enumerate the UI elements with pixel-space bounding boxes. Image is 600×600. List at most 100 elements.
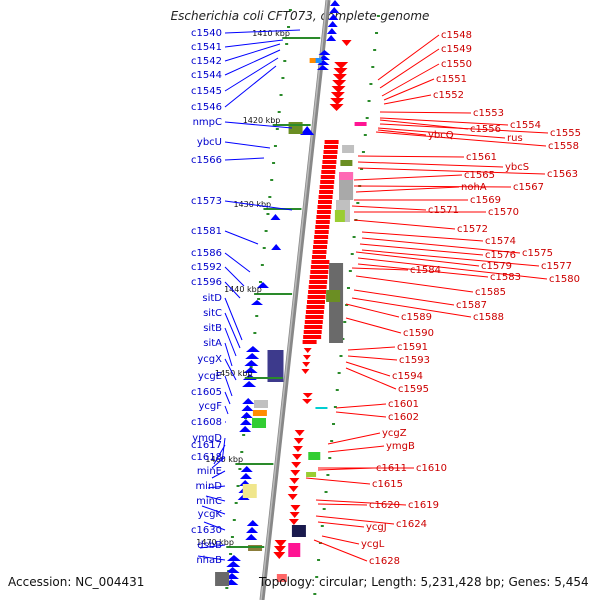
forward-gene-arrow[interactable] (251, 300, 263, 305)
forward-gene-arrow[interactable] (242, 398, 255, 404)
gene-label-sitC[interactable]: sitC (203, 308, 222, 319)
reverse-gene-arrow[interactable] (331, 86, 346, 93)
reverse-gene-block[interactable] (311, 260, 330, 264)
gene-label-c1563[interactable]: c1563 (547, 169, 578, 180)
reverse-gene-block[interactable] (320, 180, 335, 184)
forward-gene-arrow[interactable] (245, 353, 260, 359)
gene-feature-block[interactable] (309, 58, 318, 63)
reverse-gene-block[interactable] (314, 230, 329, 234)
reverse-gene-block[interactable] (324, 145, 339, 149)
gene-feature-block[interactable] (334, 210, 345, 222)
gene-label-c1587[interactable]: c1587 (456, 300, 487, 311)
forward-gene-arrow[interactable] (245, 534, 258, 540)
reverse-gene-arrow[interactable] (289, 478, 300, 484)
gene-label-c1602[interactable]: c1602 (388, 412, 419, 423)
gene-label-ycgF[interactable]: ycgF (198, 401, 222, 412)
forward-gene-arrow[interactable] (226, 555, 241, 561)
reverse-gene-block[interactable] (319, 185, 334, 189)
reverse-gene-arrow[interactable] (273, 552, 286, 559)
gene-label-ycgL[interactable]: ycgL (361, 539, 385, 550)
gene-label-nohA[interactable]: nohA (461, 182, 487, 193)
gene-feature-block[interactable] (315, 407, 328, 409)
gene-label-c1601[interactable]: c1601 (388, 399, 419, 410)
reverse-gene-block[interactable] (310, 270, 329, 274)
reverse-gene-arrow[interactable] (334, 62, 349, 69)
reverse-gene-arrow[interactable] (292, 454, 303, 460)
reverse-gene-arrow[interactable] (332, 74, 347, 81)
reverse-gene-arrow[interactable] (302, 355, 311, 360)
gene-label-c1585[interactable]: c1585 (475, 287, 506, 298)
gene-label-c1593[interactable]: c1593 (399, 355, 430, 366)
forward-gene-arrow[interactable] (327, 21, 338, 27)
reverse-gene-block[interactable] (306, 305, 325, 309)
gene-label-c1618[interactable]: c1618 (191, 452, 222, 463)
gene-label-nhaB[interactable]: nhaB (196, 555, 222, 566)
forward-gene-arrow[interactable] (245, 346, 260, 352)
reverse-gene-block[interactable] (324, 140, 339, 144)
forward-gene-arrow[interactable] (270, 214, 281, 220)
gene-label-c1592[interactable]: c1592 (191, 262, 222, 273)
gene-feature-block[interactable] (291, 525, 306, 537)
forward-gene-arrow[interactable] (326, 28, 337, 34)
reverse-gene-block[interactable] (309, 280, 328, 284)
gene-label-ybcS[interactable]: ybcS (505, 162, 529, 173)
forward-gene-arrow[interactable] (328, 14, 339, 20)
gene-label-rus[interactable]: rus (507, 133, 523, 144)
gene-label-ycgJ[interactable]: ycgJ (366, 522, 387, 533)
reverse-gene-block[interactable] (303, 335, 322, 339)
gene-feature-block[interactable] (306, 472, 317, 477)
reverse-gene-block[interactable] (315, 220, 330, 224)
reverse-gene-arrow[interactable] (301, 369, 310, 374)
gene-feature-block[interactable] (267, 350, 284, 382)
gene-feature-block[interactable] (329, 263, 344, 343)
gene-label-c1553[interactable]: c1553 (473, 108, 504, 119)
forward-gene-arrow[interactable] (326, 35, 337, 41)
gene-label-c1546[interactable]: c1546 (191, 102, 222, 113)
reverse-gene-block[interactable] (304, 320, 323, 324)
forward-gene-arrow[interactable] (300, 126, 315, 135)
gene-label-c1550[interactable]: c1550 (441, 59, 472, 70)
gene-label-c1541[interactable]: c1541 (191, 42, 222, 53)
reverse-gene-block[interactable] (310, 265, 329, 269)
gene-label-nmpC[interactable]: nmpC (193, 117, 222, 128)
gene-label-c1552[interactable]: c1552 (433, 90, 464, 101)
reverse-gene-arrow[interactable] (302, 362, 311, 367)
gene-label-c1583[interactable]: c1583 (490, 272, 521, 283)
reverse-gene-block[interactable] (305, 310, 324, 314)
reverse-gene-block[interactable] (308, 290, 327, 294)
gene-label-c1569[interactable]: c1569 (470, 195, 501, 206)
reverse-gene-block[interactable] (317, 205, 332, 209)
gene-label-c1594[interactable]: c1594 (392, 371, 423, 382)
gene-label-c1581[interactable]: c1581 (191, 226, 222, 237)
reverse-gene-arrow[interactable] (329, 104, 344, 111)
reverse-gene-arrow[interactable] (291, 462, 302, 468)
gene-label-c1566[interactable]: c1566 (191, 155, 222, 166)
gene-label-c1570[interactable]: c1570 (488, 207, 519, 218)
gene-feature-block[interactable] (340, 160, 353, 166)
gene-label-c1580[interactable]: c1580 (549, 274, 580, 285)
gene-label-ycgK[interactable]: ycgK (198, 509, 223, 520)
reverse-gene-arrow[interactable] (274, 540, 287, 547)
gene-label-c1572[interactable]: c1572 (457, 224, 488, 235)
reverse-gene-arrow[interactable] (303, 348, 312, 353)
forward-gene-arrow[interactable] (317, 60, 330, 65)
gene-label-sitB[interactable]: sitB (203, 323, 222, 334)
gene-label-c1615[interactable]: c1615 (372, 479, 403, 490)
reverse-gene-arrow[interactable] (333, 68, 348, 75)
reverse-gene-arrow[interactable] (293, 438, 304, 444)
forward-gene-arrow[interactable] (239, 473, 252, 479)
gene-label-c1551[interactable]: c1551 (436, 74, 467, 85)
reverse-gene-arrow[interactable] (341, 40, 352, 46)
gene-label-c1595[interactable]: c1595 (398, 384, 429, 395)
forward-gene-arrow[interactable] (329, 7, 340, 13)
reverse-gene-arrow[interactable] (290, 470, 301, 476)
forward-gene-arrow[interactable] (244, 360, 259, 366)
gene-label-c1545[interactable]: c1545 (191, 86, 222, 97)
gene-label-c1589[interactable]: c1589 (401, 312, 432, 323)
gene-label-c1554[interactable]: c1554 (510, 120, 541, 131)
gene-label-ycgZ[interactable]: ycgZ (382, 428, 407, 439)
reverse-gene-block[interactable] (316, 215, 331, 219)
reverse-gene-block[interactable] (320, 175, 335, 179)
gene-label-c1588[interactable]: c1588 (473, 312, 504, 323)
reverse-gene-block[interactable] (323, 150, 338, 154)
